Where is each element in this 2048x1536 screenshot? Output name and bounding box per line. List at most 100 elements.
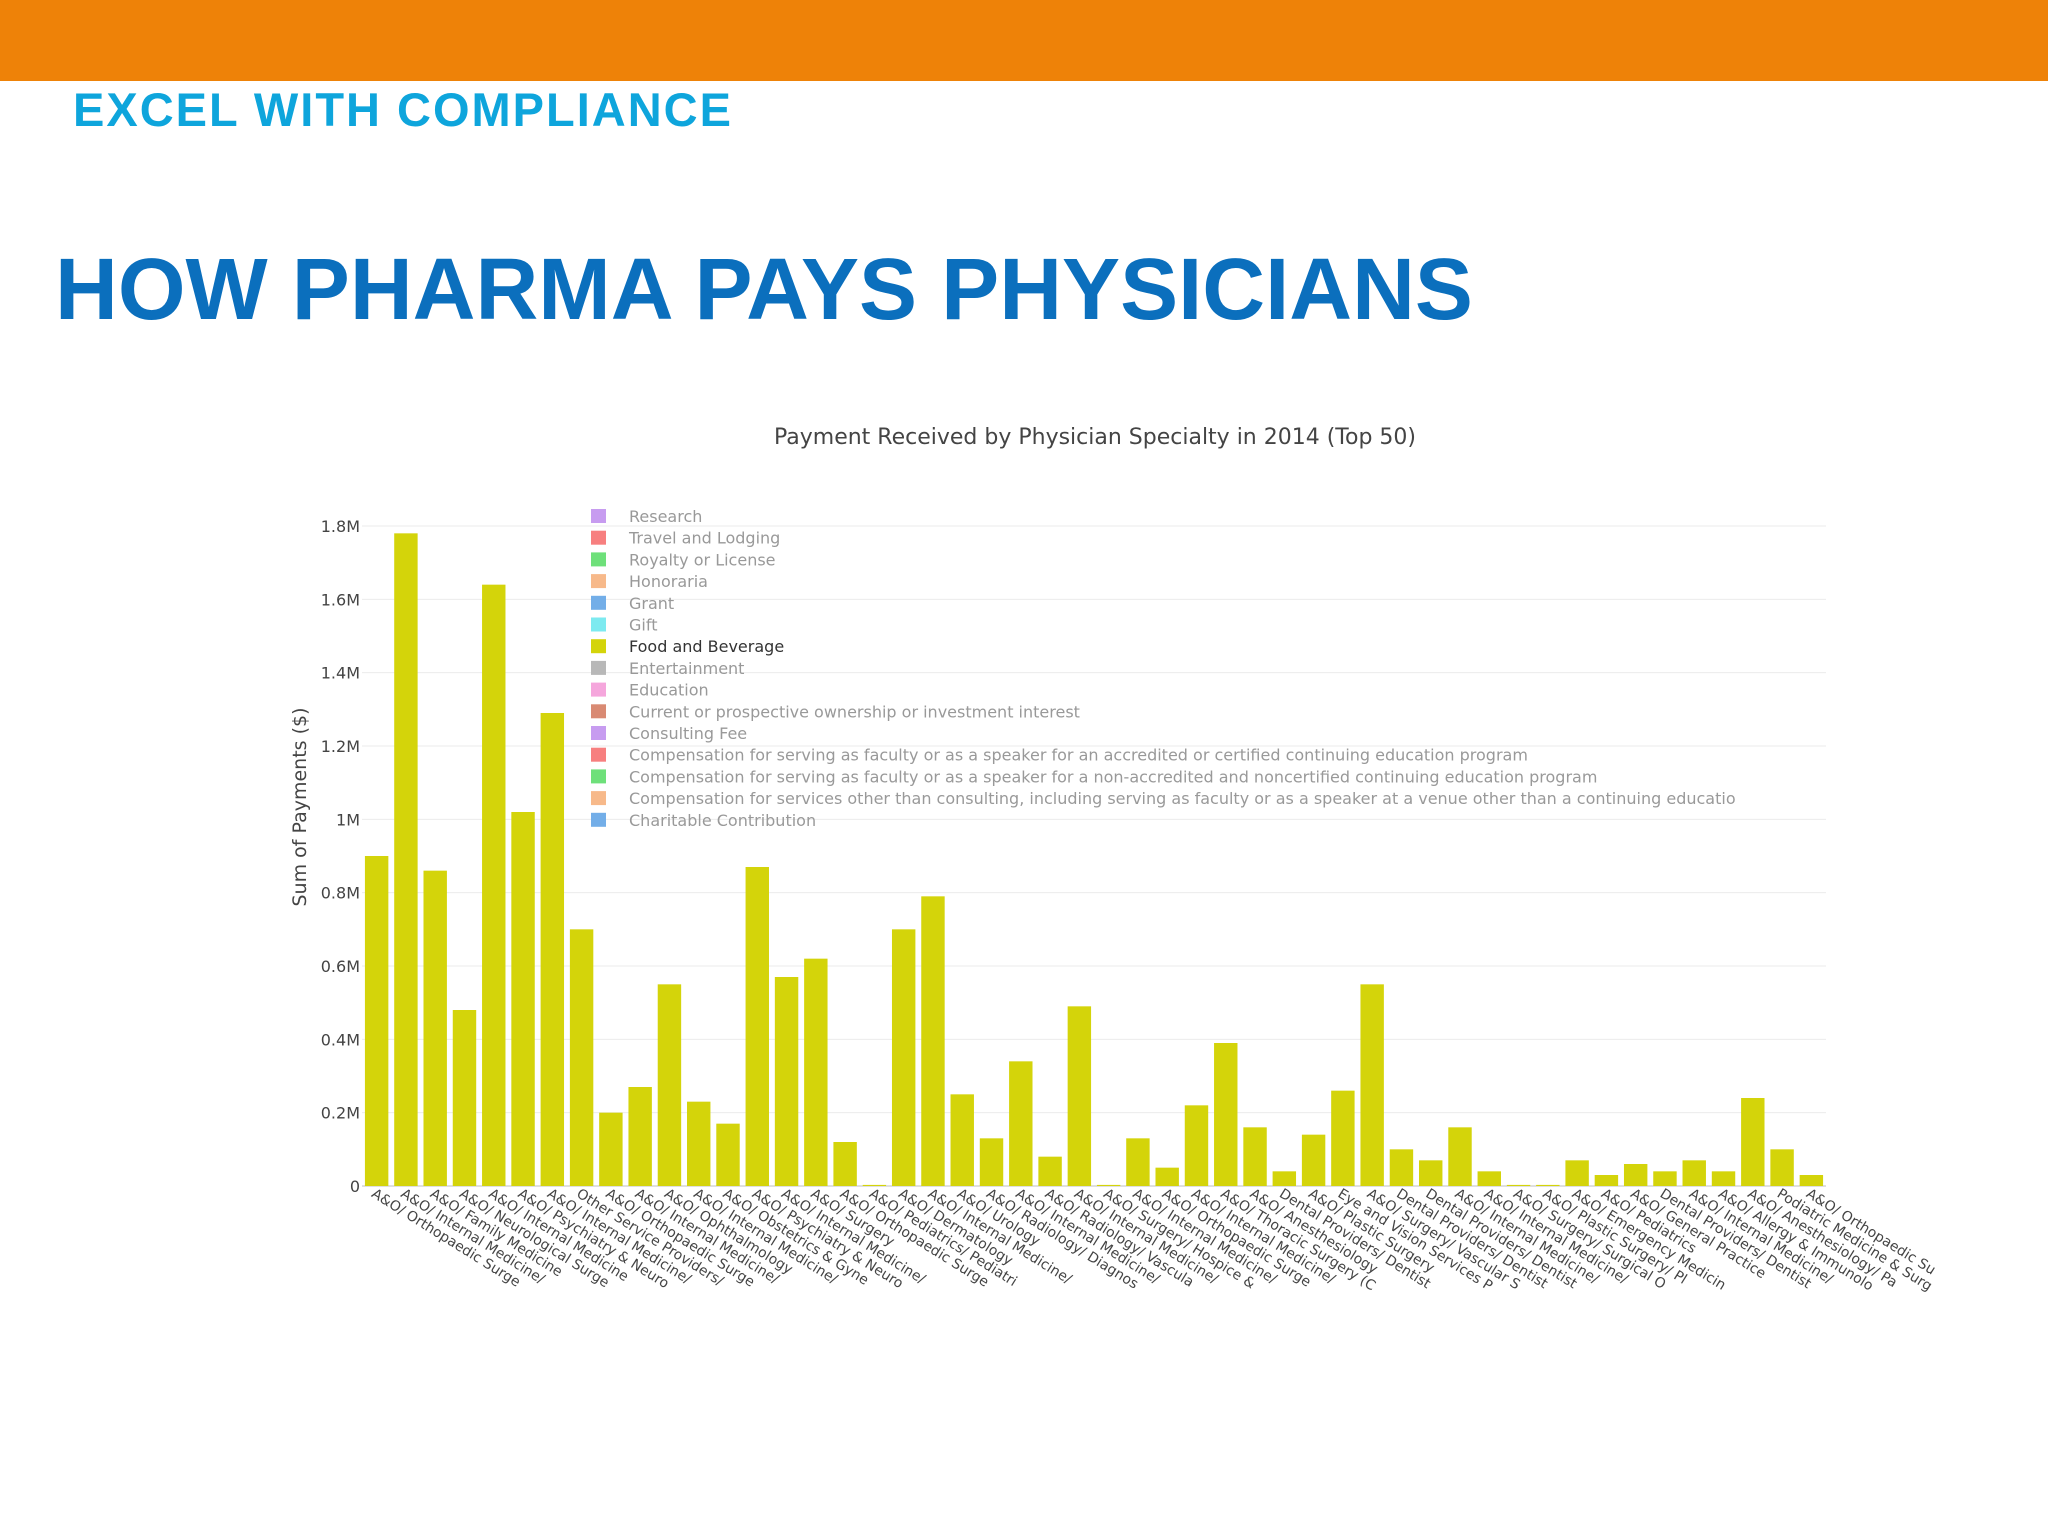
bar[interactable] bbox=[1419, 1160, 1443, 1186]
bar[interactable] bbox=[1214, 1043, 1238, 1186]
legend-label: Consulting Fee bbox=[629, 724, 747, 743]
legend-item[interactable]: Research bbox=[591, 507, 702, 526]
bar[interactable] bbox=[1184, 1105, 1209, 1186]
legend-swatch bbox=[591, 574, 606, 589]
bar[interactable] bbox=[423, 870, 447, 1186]
bar[interactable] bbox=[1331, 1090, 1355, 1186]
bar[interactable] bbox=[774, 977, 799, 1186]
legend-swatch bbox=[591, 726, 606, 740]
legend-label: Entertainment bbox=[629, 659, 744, 678]
legend-label: Compensation for serving as faculty or a… bbox=[629, 767, 1597, 786]
bar[interactable] bbox=[1301, 1134, 1326, 1186]
bar[interactable] bbox=[1623, 1164, 1648, 1186]
bar[interactable] bbox=[979, 1138, 1004, 1186]
y-tick-label: 1.8M bbox=[321, 517, 360, 536]
bar[interactable] bbox=[364, 856, 389, 1186]
legend-item[interactable]: Royalty or License bbox=[591, 550, 776, 569]
legend-label: Compensation for serving as faculty or a… bbox=[629, 746, 1528, 765]
bar[interactable] bbox=[511, 812, 535, 1186]
bar[interactable] bbox=[1653, 1171, 1677, 1186]
top-accent-bar bbox=[0, 0, 2048, 81]
bar[interactable] bbox=[657, 984, 682, 1186]
bar[interactable] bbox=[891, 929, 916, 1186]
y-axis-label: Sum of Payments ($) bbox=[289, 707, 311, 906]
legend-swatch bbox=[591, 617, 606, 632]
y-tick-label: 1.2M bbox=[321, 737, 360, 756]
legend-swatch bbox=[591, 530, 606, 545]
legend-item[interactable]: Grant bbox=[591, 594, 674, 613]
bar[interactable] bbox=[569, 929, 594, 1186]
bar[interactable] bbox=[1038, 1156, 1062, 1186]
legend-item[interactable]: Gift bbox=[591, 616, 657, 635]
y-tick-label: 0.4M bbox=[321, 1030, 360, 1049]
bar[interactable] bbox=[1360, 984, 1384, 1186]
bar[interactable] bbox=[833, 1142, 857, 1186]
bar[interactable] bbox=[1770, 1149, 1794, 1186]
y-tick-label: 1.4M bbox=[321, 664, 360, 683]
bar[interactable] bbox=[1243, 1127, 1267, 1186]
legend-item[interactable]: Education bbox=[591, 681, 709, 700]
legend-swatch bbox=[591, 595, 606, 610]
legend-swatch bbox=[591, 682, 606, 697]
bar[interactable] bbox=[1477, 1171, 1501, 1186]
legend-swatch bbox=[591, 769, 606, 784]
bar[interactable] bbox=[1155, 1167, 1179, 1186]
legend-label: Food and Beverage bbox=[629, 637, 784, 656]
legend-label: Grant bbox=[629, 594, 674, 613]
bar[interactable] bbox=[1067, 1006, 1092, 1186]
legend-item[interactable]: Charitable Contribution bbox=[591, 811, 816, 830]
y-tick-label: 0.8M bbox=[321, 884, 360, 903]
legend-swatch bbox=[591, 552, 606, 567]
y-tick-label: 0.6M bbox=[321, 957, 360, 976]
bar[interactable] bbox=[1126, 1138, 1150, 1186]
bar[interactable] bbox=[1799, 1175, 1824, 1186]
bar[interactable] bbox=[1506, 1184, 1531, 1186]
bar[interactable] bbox=[745, 867, 769, 1186]
bar[interactable] bbox=[628, 1087, 652, 1186]
legend-item[interactable]: Entertainment bbox=[591, 659, 744, 678]
legend-label: Royalty or License bbox=[629, 550, 776, 569]
bar[interactable] bbox=[452, 1010, 477, 1186]
legend-item[interactable]: Travel and Lodging bbox=[591, 529, 780, 548]
bar[interactable] bbox=[862, 1184, 887, 1186]
bar[interactable] bbox=[921, 896, 945, 1186]
bar[interactable] bbox=[1272, 1171, 1297, 1186]
legend-swatch bbox=[591, 660, 606, 675]
bar[interactable] bbox=[950, 1094, 974, 1186]
legend-swatch bbox=[591, 747, 606, 762]
legend-item[interactable]: Compensation for services other than con… bbox=[591, 789, 1736, 808]
bar[interactable] bbox=[1741, 1098, 1765, 1186]
legend-label: Gift bbox=[629, 616, 657, 635]
legend-label: Research bbox=[629, 507, 702, 526]
bar[interactable] bbox=[1009, 1061, 1033, 1186]
bar[interactable] bbox=[716, 1123, 740, 1186]
bar[interactable] bbox=[482, 584, 506, 1186]
bar[interactable] bbox=[540, 713, 565, 1186]
legend-item[interactable]: Food and Beverage bbox=[591, 637, 784, 656]
legend-label: Travel and Lodging bbox=[628, 529, 780, 548]
bar[interactable] bbox=[1682, 1160, 1706, 1186]
legend-item[interactable]: Compensation for serving as faculty or a… bbox=[591, 746, 1528, 765]
bar[interactable] bbox=[1594, 1175, 1619, 1186]
legend-label: Current or prospective ownership or inve… bbox=[629, 702, 1080, 721]
bar[interactable] bbox=[1389, 1149, 1414, 1186]
legend-label: Compensation for services other than con… bbox=[629, 789, 1736, 808]
bar[interactable] bbox=[687, 1101, 711, 1186]
legend-label: Charitable Contribution bbox=[629, 811, 816, 830]
legend-item[interactable]: Current or prospective ownership or inve… bbox=[591, 702, 1080, 721]
bar[interactable] bbox=[1096, 1184, 1121, 1186]
slide-title: HOW PHARMA PAYS PHYSICIANS bbox=[55, 241, 1473, 338]
bar[interactable] bbox=[1448, 1127, 1472, 1186]
legend-item[interactable]: Compensation for serving as faculty or a… bbox=[591, 767, 1597, 786]
legend-label: Education bbox=[629, 681, 709, 700]
bar[interactable] bbox=[1711, 1171, 1736, 1186]
bar[interactable] bbox=[1565, 1160, 1589, 1186]
bar[interactable] bbox=[599, 1112, 623, 1186]
y-tick-label: 1M bbox=[336, 810, 360, 829]
legend-item[interactable]: Honoraria bbox=[591, 572, 708, 591]
bar[interactable] bbox=[394, 533, 418, 1186]
bar[interactable] bbox=[804, 958, 828, 1186]
bar[interactable] bbox=[1536, 1184, 1560, 1186]
legend-item[interactable]: Consulting Fee bbox=[591, 724, 747, 743]
